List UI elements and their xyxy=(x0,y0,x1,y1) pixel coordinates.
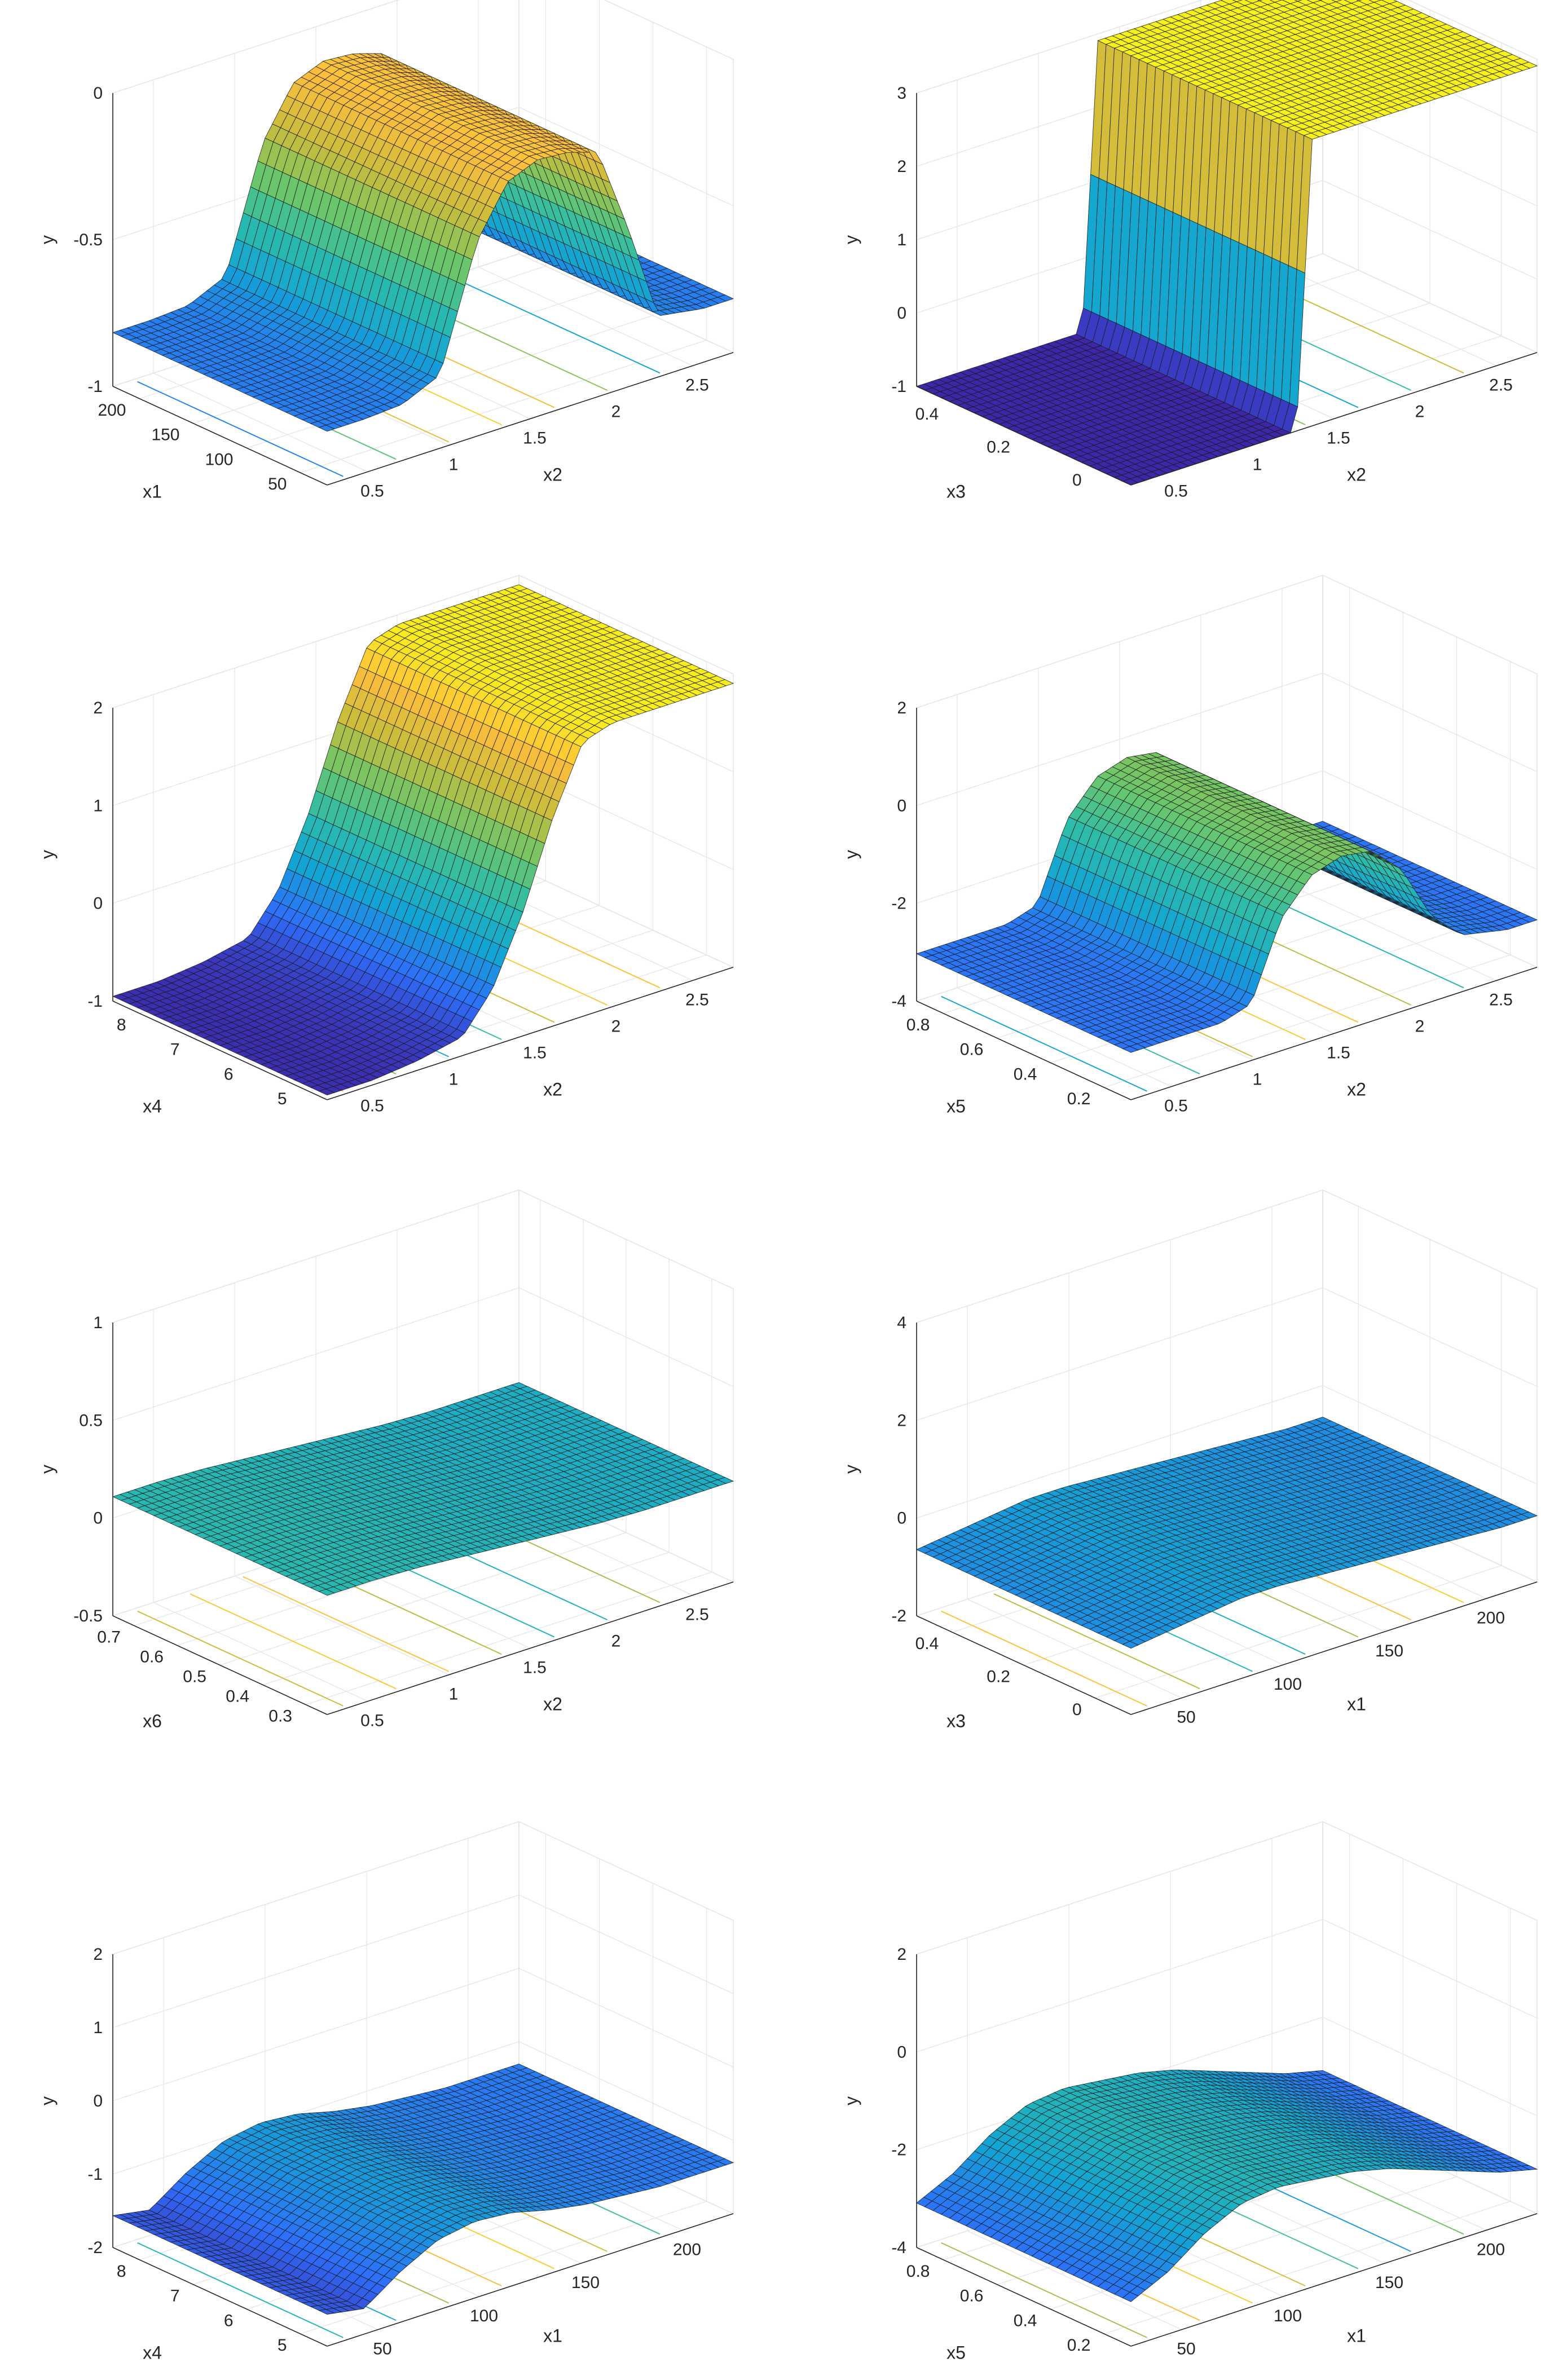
grid-line xyxy=(518,253,734,353)
y-axis-label: x4 xyxy=(143,1096,162,1117)
y-tick-label: 7 xyxy=(170,1041,180,1059)
z-tick-label: -0.5 xyxy=(73,231,103,249)
z-tick-label: 1 xyxy=(897,231,906,249)
z-tick-label: 0 xyxy=(93,894,103,913)
x-tick-label: 2 xyxy=(1415,403,1425,421)
y-tick-label: 200 xyxy=(98,401,126,420)
contour-line xyxy=(454,277,661,374)
z-axis-label: y xyxy=(37,235,58,244)
x-tick-label: 2.5 xyxy=(685,991,709,1010)
surface-plot-p3: 0.5 1 1.5 2 2.5 5 6 7 8 -1 0 1 2 x2 x4 y xyxy=(37,574,735,1117)
y-tick-label: 0.2 xyxy=(987,438,1010,457)
y-tick-label: 50 xyxy=(268,475,287,493)
x-axis-label: x2 xyxy=(543,1079,562,1100)
surface xyxy=(915,0,1538,486)
z-tick-label: 0 xyxy=(93,84,103,103)
z-tick-label: 2 xyxy=(897,157,906,176)
z-axis-label: y xyxy=(37,850,58,859)
contour-line xyxy=(137,381,344,477)
z-tick-label: 2 xyxy=(93,699,103,717)
x-tick-label: 1.5 xyxy=(523,1044,547,1063)
x-tick-label: 2 xyxy=(611,1017,621,1036)
surface-plot-p2: 0.5 1 1.5 2 2.5 0 0.2 0.4 -1 0 1 2 3 x2 x3 y xyxy=(841,0,1539,502)
grid-line xyxy=(300,340,707,473)
z-tick-label: -1 xyxy=(87,992,103,1011)
x-tick-label: 1 xyxy=(449,1070,459,1089)
surface-plot-p1: 0.5 1 1.5 2 2.5 50 100 150 200 -1 -0.5 0 x2 x1 y xyxy=(37,0,735,502)
y-tick-label: 150 xyxy=(151,426,179,444)
grid-line xyxy=(518,107,734,206)
x-tick-label: 0.5 xyxy=(1164,482,1188,501)
grid-line xyxy=(246,315,653,448)
x-tick-label: 2 xyxy=(611,403,621,421)
grid-line xyxy=(153,372,368,473)
x-tick-label: 1.5 xyxy=(523,429,547,448)
z-tick-label: 1 xyxy=(93,796,103,815)
x-tick-label: 2.5 xyxy=(685,376,709,395)
grid-line xyxy=(478,266,693,367)
grid-line xyxy=(1322,575,1538,675)
y-tick-label: 100 xyxy=(205,450,233,469)
surface xyxy=(112,584,734,1096)
x-tick-label: 2.5 xyxy=(1489,376,1513,395)
y-tick-label: 5 xyxy=(278,1090,287,1108)
z-tick-label: -1 xyxy=(87,377,103,396)
grid-line xyxy=(604,0,734,60)
z-axis-label: y xyxy=(841,235,861,244)
x-axis-label: x2 xyxy=(1347,465,1366,485)
y-axis-label: x1 xyxy=(143,482,162,502)
x-tick-label: 1 xyxy=(449,456,459,474)
z-tick-label: -1 xyxy=(891,377,906,396)
y-tick-label: 8 xyxy=(117,1016,126,1034)
grid-line xyxy=(1322,672,1538,772)
grid-line xyxy=(112,0,399,94)
z-tick-label: 0 xyxy=(897,304,906,323)
y-tick-label: 0.4 xyxy=(915,405,939,424)
x-tick-label: 1.5 xyxy=(1327,429,1350,448)
y-tick-label: 0 xyxy=(1072,471,1082,490)
x-tick-label: 1 xyxy=(1253,456,1262,474)
surface xyxy=(112,52,734,432)
y-tick-label: 6 xyxy=(224,1065,234,1083)
x-tick-label: 0.5 xyxy=(360,1097,384,1116)
y-axis-label: x3 xyxy=(946,482,966,502)
z-tick-label: 3 xyxy=(897,84,906,103)
x-tick-label: 0.5 xyxy=(360,482,384,501)
x-axis-label: x2 xyxy=(543,465,562,485)
